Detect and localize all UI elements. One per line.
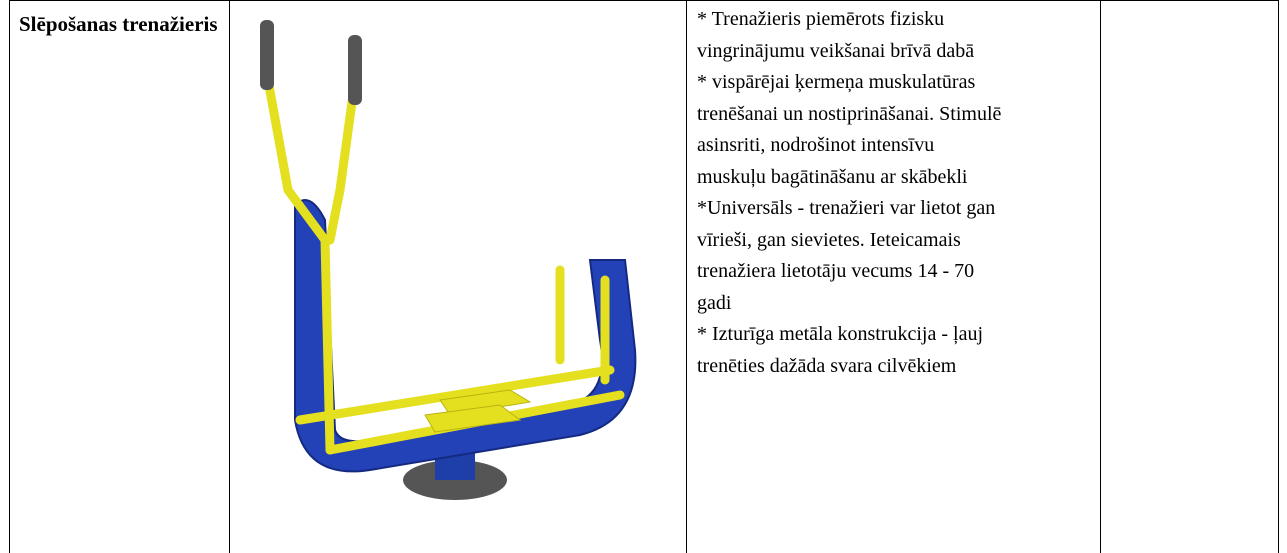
description-line: trenēties dažāda svara cilvēkiem xyxy=(697,354,957,377)
description-line: * Trenažieris piemērots fizisku xyxy=(697,8,945,30)
description-line: *Universāls - trenažieri var lietot gan xyxy=(697,197,996,219)
description-line: gadi xyxy=(697,291,732,314)
pedal xyxy=(439,389,532,416)
description: * Trenažieris piemērots fizisku vingrināj… xyxy=(697,4,1097,382)
description-line: vingrinājumu veikšanai brīvā dabā xyxy=(697,39,975,62)
description-line: vīrieši, gan sievietes. Ieteicamais xyxy=(697,228,961,251)
cell-border xyxy=(686,0,687,553)
pedal xyxy=(424,404,522,433)
cell-border xyxy=(9,0,10,553)
handle xyxy=(348,35,362,105)
cell-border xyxy=(1100,0,1101,553)
description-line: muskuļu bagātināšanu ar skābekli xyxy=(697,165,968,188)
description-line: * Izturīga metāla konstrukcija - ļauj xyxy=(697,323,984,345)
cell-border xyxy=(1278,0,1279,553)
description-line: trenažiera lietotāju vecums 14 - 70 xyxy=(697,260,975,282)
description-line: trenēšanai un nostiprināšanai. Stimulē xyxy=(697,102,1002,125)
description-line: asinsriti, nodrošinot intensīvu xyxy=(697,134,935,156)
handle xyxy=(260,20,274,90)
product-name: Slēpošanas trenažieris xyxy=(19,12,218,36)
product-image xyxy=(260,20,637,500)
frame xyxy=(294,199,637,473)
cell-border xyxy=(229,0,230,553)
description-line: * vispārējai ķermeņa muskulatūras xyxy=(697,71,976,93)
table-border xyxy=(9,0,1279,1)
